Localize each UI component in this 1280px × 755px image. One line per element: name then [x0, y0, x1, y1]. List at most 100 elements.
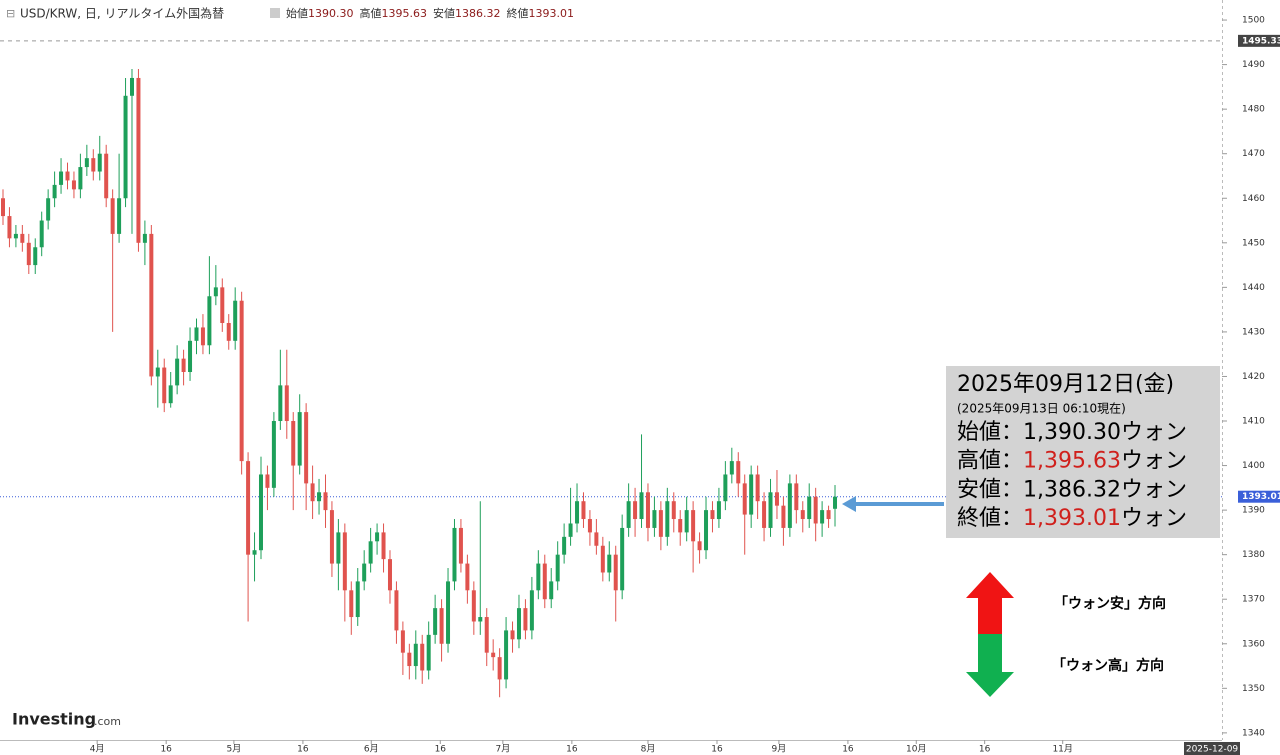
- candle-body: [465, 563, 470, 591]
- logo-suffix: .com: [94, 715, 121, 728]
- candle-body: [284, 385, 289, 422]
- candle-body: [271, 421, 276, 488]
- candle-body: [168, 385, 173, 404]
- candle-body: [774, 492, 779, 506]
- info-rows: 始値：1,390.30ウォン高値：1,395.63ウォン安値：1,386.32ウ…: [957, 420, 1187, 531]
- candle-body: [710, 510, 715, 520]
- y-tick-label: 1490: [1242, 60, 1265, 70]
- candle-body: [523, 608, 528, 631]
- candle-body: [362, 563, 367, 582]
- candle-body: [407, 652, 412, 667]
- info-note: (2025年09月13日 06:10現在): [957, 402, 1126, 416]
- x-tick-label: 5月: [227, 744, 242, 755]
- candle-body: [504, 630, 509, 680]
- candle-body: [826, 510, 831, 520]
- candle-body: [639, 492, 644, 520]
- candle-body: [800, 510, 805, 520]
- symbol: USD/KRW, 日, リアルタイム外国為替: [20, 7, 224, 21]
- candle-body: [52, 184, 57, 199]
- candle-body: [736, 461, 741, 484]
- candle-body: [581, 501, 586, 520]
- candle-body: [491, 652, 496, 658]
- candle-body: [471, 590, 476, 622]
- candle-body: [355, 581, 360, 618]
- y-tick-label: 1380: [1242, 550, 1265, 560]
- candle-body: [762, 501, 767, 528]
- candle-body: [420, 643, 425, 671]
- candle-body: [375, 532, 380, 542]
- candle-body: [594, 532, 599, 546]
- info-row: 始値：1,390.30ウォン: [957, 420, 1187, 445]
- price-label-box: [1238, 34, 1280, 47]
- candle-body: [768, 492, 773, 528]
- candle-body: [123, 95, 128, 199]
- pointer-arrow-head: [842, 496, 856, 512]
- candle-body: [368, 541, 373, 564]
- y-tick-label: 1400: [1242, 461, 1265, 471]
- candle-body: [600, 545, 605, 573]
- field-label: 終値: [507, 6, 529, 20]
- candle-body: [510, 630, 515, 640]
- candle-body: [749, 474, 754, 515]
- info-label: 始値：: [957, 420, 1023, 445]
- field-label: 安値: [433, 6, 455, 20]
- candle-body: [252, 550, 257, 555]
- info-label: 安値：: [957, 477, 1023, 502]
- candle-body: [671, 501, 676, 520]
- candle-body: [620, 527, 625, 591]
- candle-body: [446, 581, 451, 644]
- x-tick-label: 11月: [1052, 744, 1072, 755]
- down-label: 「ウォン高」方向: [1052, 657, 1164, 674]
- candle-body: [149, 233, 154, 377]
- candle-body: [20, 233, 25, 243]
- candle-body: [691, 510, 696, 542]
- candle-body: [381, 532, 386, 560]
- x-tick-label: 16: [842, 745, 854, 755]
- candle-body: [684, 510, 689, 533]
- y-tick-label: 1450: [1242, 238, 1265, 248]
- info-row: 安値：1,386.32ウォン: [957, 477, 1187, 502]
- up-label: 「ウォン安」方向: [1054, 595, 1166, 612]
- candle-body: [59, 171, 64, 185]
- candle-body: [155, 367, 160, 377]
- candle-body: [723, 474, 728, 502]
- candle-body: [265, 474, 270, 488]
- price-label: 1495.33: [1242, 36, 1280, 46]
- candle-body: [729, 461, 734, 475]
- candle-body: [658, 510, 663, 537]
- candle-body: [175, 358, 180, 386]
- candle-body: [104, 153, 109, 199]
- candle-body: [568, 523, 573, 537]
- candle-body: [200, 327, 205, 346]
- candle-body: [0, 198, 5, 217]
- candle-body: [400, 630, 405, 653]
- info-unit: ウォン: [1121, 449, 1187, 474]
- candle-body: [665, 501, 670, 537]
- info-unit: ウォン: [1121, 506, 1187, 531]
- candle-body: [304, 412, 309, 484]
- candle-body: [291, 421, 296, 466]
- logo-main: Investing: [12, 710, 96, 729]
- candle-body: [26, 242, 31, 266]
- field-label: 高値: [360, 6, 382, 20]
- candle-body: [387, 559, 392, 591]
- candle-body: [587, 519, 592, 533]
- plot-area: [0, 40, 1222, 698]
- candle-body: [833, 496, 838, 509]
- candle-body: [575, 501, 580, 524]
- field-value: 1395.63: [382, 7, 428, 20]
- candle-body: [278, 385, 283, 422]
- y-tick-label: 1460: [1242, 194, 1265, 204]
- candle-body: [181, 358, 186, 373]
- candle-body: [239, 300, 244, 462]
- y-tick-label: 1390: [1242, 506, 1265, 516]
- candle-body: [697, 541, 702, 551]
- x-tick-label: 6月: [364, 744, 379, 755]
- candle-body: [542, 563, 547, 600]
- icon: ⊟: [6, 7, 15, 20]
- candle-body: [13, 233, 18, 239]
- candle-body: [317, 492, 322, 502]
- candle-body: [426, 634, 431, 671]
- candle-body: [607, 554, 612, 573]
